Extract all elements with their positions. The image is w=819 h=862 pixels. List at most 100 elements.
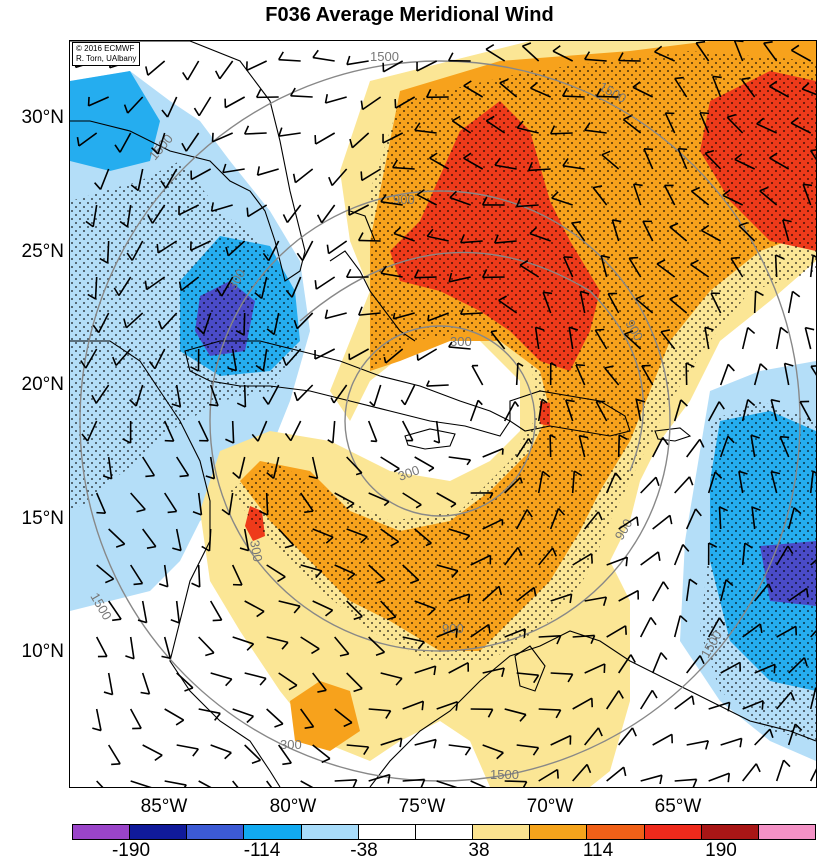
wind-barb — [267, 709, 283, 724]
wind-barb-feather — [388, 775, 390, 784]
wind-barb-feather — [780, 437, 789, 438]
wind-barb — [279, 60, 301, 61]
wind-barb — [789, 291, 793, 313]
wind-barb — [471, 400, 479, 421]
wind-barb — [427, 385, 449, 386]
wind-barb-feather — [370, 402, 374, 406]
wind-barb-feather — [279, 128, 282, 137]
lat-label-30n: 30°N — [0, 107, 64, 129]
wind-barb — [641, 775, 662, 781]
wind-barb — [743, 328, 748, 349]
wind-barb — [279, 133, 301, 136]
wind-barb-feather — [690, 477, 693, 485]
wind-barb-feather — [327, 245, 328, 254]
wind-barb-feather — [318, 215, 322, 223]
wind-barb — [472, 366, 483, 385]
wind-barb — [233, 781, 247, 787]
wind-barb-feather — [652, 690, 657, 698]
wind-barb-feather — [252, 760, 261, 763]
wind-barb — [359, 240, 381, 241]
wind-barb-feather — [294, 392, 297, 401]
colorbar-segment — [187, 825, 244, 839]
wind-barb — [437, 781, 458, 787]
wind-barb — [220, 61, 233, 79]
wind-barb — [641, 552, 659, 565]
wind-barb — [199, 637, 214, 653]
colorbar-label: 114 — [563, 840, 633, 862]
copyright-text: © 2016 ECMWF — [76, 44, 136, 54]
wind-barb-feather — [660, 775, 662, 784]
wind-barb — [297, 385, 312, 401]
wind-barb — [97, 709, 101, 731]
colorbar-segment — [244, 825, 301, 839]
wind-barb — [97, 781, 112, 787]
wind-barb-feather — [811, 150, 816, 151]
wind-barb — [143, 601, 147, 623]
wind-barb — [267, 493, 268, 515]
author-text: R. Torn, UAlbany — [76, 54, 136, 64]
wind-barb — [675, 779, 697, 781]
wind-barb — [211, 745, 232, 753]
wind-barb-feather — [176, 720, 184, 725]
wind-barb — [165, 637, 171, 658]
map-panel: 1500 1500 900 900 900 300 300 300 1500 1… — [69, 40, 817, 788]
wind-barb — [199, 97, 211, 116]
wind-barb-feather — [678, 149, 687, 150]
wind-barb-feather — [478, 400, 482, 404]
wind-barb-feather — [257, 89, 261, 97]
wind-barb-feather — [595, 330, 604, 331]
lat-label-25n: 25°N — [0, 241, 64, 263]
wind-barb-feather — [315, 280, 316, 289]
wind-barb-feather — [785, 363, 794, 366]
wind-barb-feather — [651, 617, 656, 624]
wind-barb — [721, 738, 742, 745]
wind-barb-feather — [428, 315, 429, 321]
wind-barb — [211, 673, 232, 679]
wind-barb-feather — [805, 328, 814, 330]
wind-barb — [687, 741, 709, 745]
wind-barb-feather — [353, 780, 357, 787]
wind-barb — [675, 696, 693, 709]
wind-barb — [776, 255, 777, 277]
wind-barb-feather — [465, 748, 470, 755]
wind-barb-feather — [692, 696, 694, 705]
wind-barb — [449, 745, 471, 748]
wind-barb — [675, 477, 690, 493]
wind-barb-feather — [781, 327, 788, 332]
wind-barb — [108, 241, 109, 263]
wind-barb — [687, 439, 700, 457]
wind-barb-feather — [728, 364, 734, 371]
wind-barb — [165, 709, 184, 720]
wind-barb-feather — [331, 398, 334, 403]
wind-barb-feather — [626, 557, 627, 566]
wind-barb — [247, 61, 267, 70]
wind-barb-feather — [700, 113, 709, 114]
wind-barb-feather — [624, 767, 626, 776]
colorbar-segment — [473, 825, 530, 839]
wind-barb-feather — [168, 511, 177, 512]
wind-barb-feather — [194, 108, 199, 116]
wind-barb-feather — [145, 476, 154, 477]
wind-barb — [539, 709, 561, 710]
wind-barb — [777, 760, 784, 781]
colorbar-label: -114 — [227, 840, 297, 862]
wind-barb-feather — [325, 310, 327, 319]
wind-barb — [258, 169, 279, 175]
contour-label: 300 — [280, 737, 302, 752]
wind-barb — [653, 734, 672, 745]
wind-barb — [415, 277, 437, 278]
wind-barb-feather — [155, 755, 162, 760]
wind-barb-feather — [225, 753, 232, 759]
wind-barb — [381, 457, 400, 469]
wind-barb-feather — [134, 584, 143, 585]
colorbar-segment — [73, 825, 130, 839]
wind-barb-feather — [592, 554, 593, 563]
wind-barb-feather — [157, 244, 158, 253]
colorbar-segment — [130, 825, 187, 839]
wind-barb-feather — [713, 76, 722, 77]
wind-barb-feather — [706, 741, 708, 750]
wind-barb-feather — [422, 701, 423, 710]
colorbar-segment — [302, 825, 359, 839]
wind-barb — [313, 58, 335, 61]
wind-barb-feather — [793, 291, 800, 296]
